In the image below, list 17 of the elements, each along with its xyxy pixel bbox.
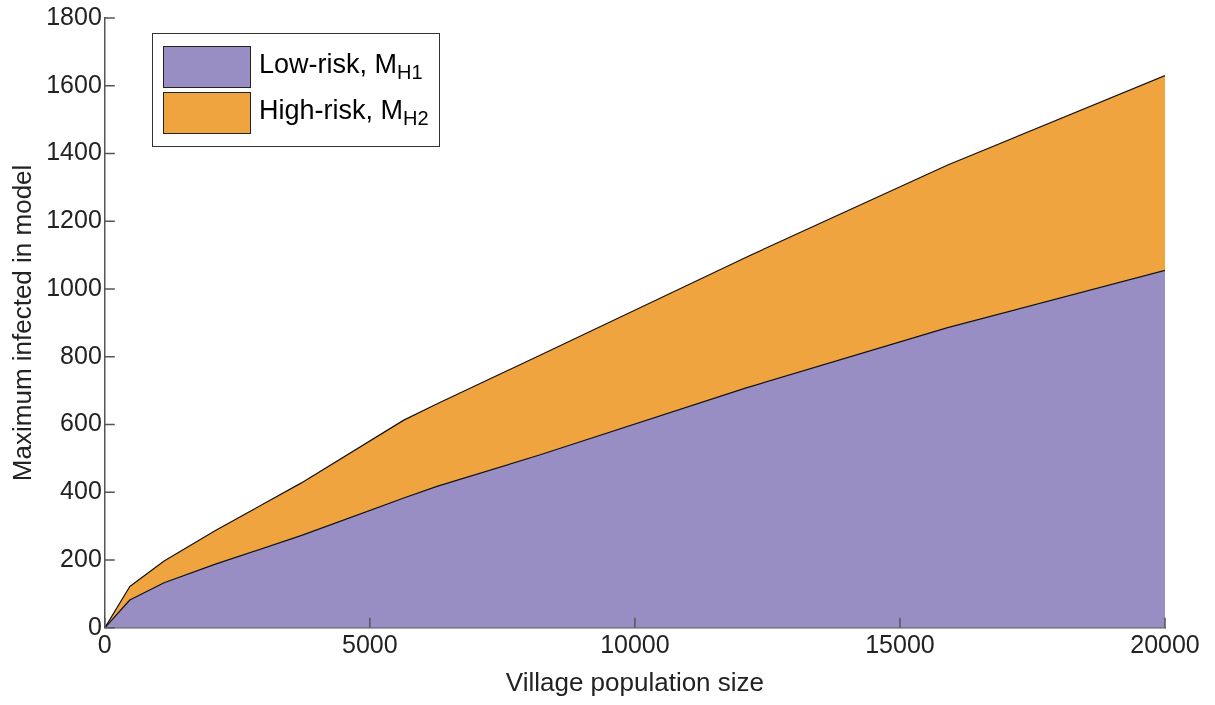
y-tick-label: 1400 (46, 137, 102, 166)
y-tick-label: 200 (60, 543, 102, 572)
y-tick-label: 1200 (46, 205, 102, 234)
x-tick-label: 10000 (600, 629, 670, 658)
y-tick-label: 1000 (46, 272, 102, 301)
legend-label: Low-risk, M$_{H1}$ (259, 49, 423, 85)
x-tick-label: 15000 (865, 629, 935, 658)
x-tick-label: 5000 (342, 629, 398, 658)
y-axis-title: Maximum infected in model (6, 164, 37, 482)
x-axis-title: Village population size (505, 666, 765, 697)
y-tick-label: 400 (60, 476, 102, 505)
y-tick-label: 600 (60, 408, 102, 437)
legend-label: High-risk, M$_{H2}$ (259, 95, 429, 131)
y-tick-label: 1600 (46, 69, 102, 98)
y-tick-label: 1800 (46, 1, 102, 30)
x-tick-label: 20000 (1130, 629, 1200, 658)
y-tick-label: 800 (60, 340, 102, 369)
